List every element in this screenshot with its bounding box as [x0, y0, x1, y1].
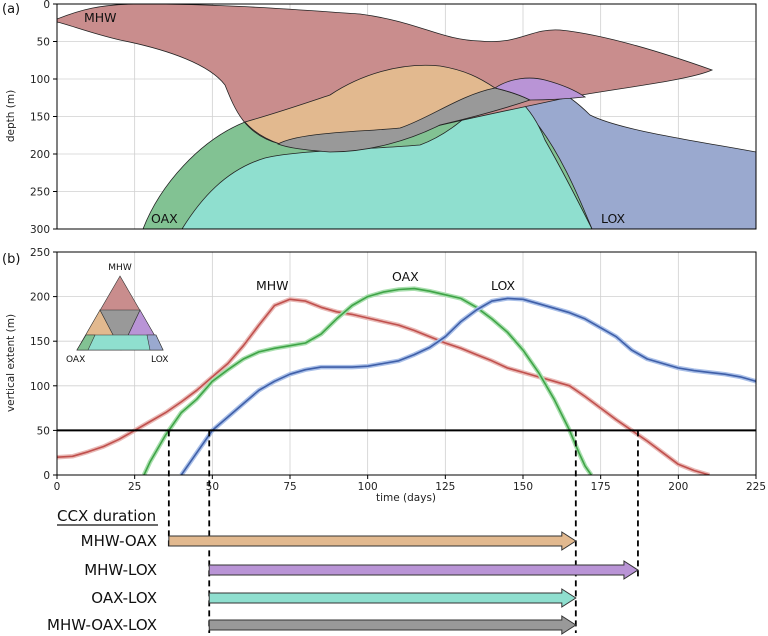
- panel-b-series: [57, 286, 756, 475]
- ccx-row-label: MHW-OAX: [81, 532, 157, 550]
- series-label-lox: LOX: [491, 278, 516, 293]
- ccx-row-label: MHW-OAX-LOX: [47, 616, 157, 634]
- panel-a-label: (a): [2, 2, 20, 17]
- panel-a: (a) 0 50 100 150 200 250 300 depth (m) MHW OAX…: [2, 0, 757, 236]
- x-tick-label: 75: [283, 481, 296, 493]
- region-label-lox: LOX: [601, 211, 626, 226]
- panel-b-label: (b): [2, 252, 20, 267]
- y-tick-label: 200: [30, 292, 50, 304]
- inset-lox: [146, 334, 164, 351]
- x-tick-label: 200: [668, 481, 688, 493]
- series-halo-mhw: [57, 297, 711, 475]
- y-tick-label: 250: [30, 187, 50, 199]
- inset-triangle-legend: MHW OAX LOX: [66, 263, 168, 365]
- panel-a-areas: [57, 4, 756, 229]
- panel-b-xlabel: time (days): [376, 492, 436, 504]
- x-tick-label: 225: [746, 481, 766, 493]
- x-tick-label: 0: [54, 481, 61, 493]
- ccx-bar: [208, 560, 639, 580]
- ccx-bar: [168, 531, 577, 551]
- y-tick-label: 100: [30, 381, 50, 393]
- region-label-mhw: MHW: [84, 10, 117, 25]
- inset-all: [99, 309, 141, 351]
- panel-b-ticks: 0 25 50 75 100 125 150 175 200 225 0 50 100 150 200 250: [30, 247, 766, 493]
- x-tick-label: 100: [358, 481, 378, 493]
- panel-b-frame: [56, 251, 757, 476]
- series-line-lox: [180, 297, 756, 475]
- inset-oax: [76, 334, 96, 351]
- inset-label-mhw: MHW: [108, 263, 132, 273]
- x-tick-label: 50: [206, 481, 219, 493]
- series-label-oax: OAX: [392, 269, 419, 284]
- y-tick-label: 0: [43, 0, 50, 11]
- ccx-bar: [208, 588, 577, 608]
- y-tick-label: 300: [30, 224, 50, 236]
- ccx-row-label: MHW-LOX: [84, 561, 157, 579]
- region-label-oax: OAX: [151, 211, 178, 226]
- series-label-mhw: MHW: [256, 278, 289, 293]
- panel-a-yticks: 0 50 100 150 200 250 300: [30, 0, 57, 236]
- panel-b-ylabel: vertical extent (m): [5, 314, 17, 412]
- panel-a-ylabel: depth (m): [5, 90, 17, 142]
- y-tick-label: 150: [30, 336, 50, 348]
- y-tick-label: 0: [43, 470, 50, 482]
- y-tick-label: 200: [30, 149, 50, 161]
- ccx-title: CCX duration: [57, 507, 156, 525]
- series-line-mhw: [57, 298, 710, 475]
- series-halo-lox: [179, 296, 756, 475]
- x-tick-label: 150: [513, 481, 533, 493]
- inset-label-lox: LOX: [151, 355, 168, 365]
- y-tick-label: 150: [30, 112, 50, 124]
- area-oax-lox: [181, 89, 593, 229]
- area-mhw-lox: [494, 77, 587, 101]
- inset-label-oax: OAX: [66, 355, 85, 365]
- x-tick-label: 125: [435, 481, 455, 493]
- ccx-rows: MHW-OAX MHW-LOX OAX-LOX MHW-OAX-LOX: [47, 430, 639, 635]
- ccx-row-label: OAX-LOX: [91, 589, 157, 607]
- y-tick-label: 50: [37, 37, 50, 49]
- y-tick-label: 100: [30, 74, 50, 86]
- panel-b: (b) 0 25 50 75 100 125 150 175 200 225 0 50 100 150 20…: [2, 247, 766, 504]
- ccx-bar: [208, 615, 577, 635]
- ccx-section: CCX duration MHW-OAXMHW-LOXOAX-LOXMHW-OA…: [47, 430, 639, 635]
- series-line-oax: [143, 287, 592, 475]
- y-tick-label: 50: [37, 425, 50, 437]
- x-tick-label: 175: [591, 481, 611, 493]
- x-tick-label: 25: [128, 481, 141, 493]
- y-tick-label: 250: [30, 247, 50, 259]
